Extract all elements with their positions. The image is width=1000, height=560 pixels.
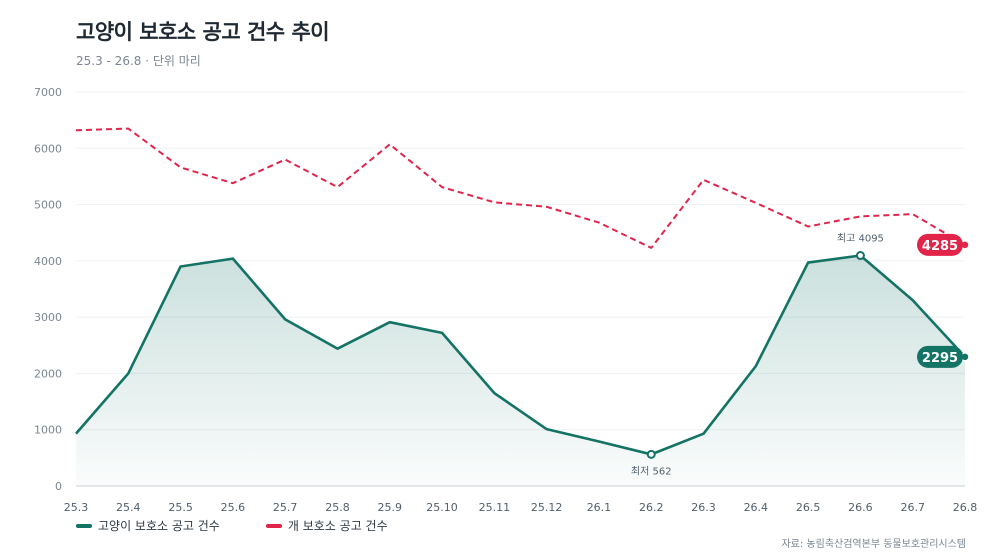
x-tick-label: 25.6 <box>221 501 246 514</box>
label-layer: 최고 4095 최저 562 4285 2295 <box>631 233 970 477</box>
chart-title: 고양이 보호소 공고 건수 추이 <box>76 20 330 44</box>
max-point-marker <box>855 251 865 261</box>
x-tick-label: 25.3 <box>64 501 89 514</box>
y-tick-label: 7000 <box>34 86 62 99</box>
y-tick-label: 5000 <box>34 199 62 212</box>
x-tick-label: 25.10 <box>426 501 458 514</box>
x-tick-label: 25.9 <box>378 501 403 514</box>
series-layer <box>75 127 966 486</box>
chart-subtitle: 25.3 - 26.8 · 단위 마리 <box>76 54 201 68</box>
x-tick-label: 26.2 <box>639 501 664 514</box>
legend-swatch-dog <box>265 523 282 528</box>
x-tick-label: 26.4 <box>744 501 769 514</box>
min-point-marker <box>646 449 656 459</box>
legend-label-cat: 고양이 보호소 공고 건수 <box>98 519 220 533</box>
x-tick-label: 25.5 <box>168 501 193 514</box>
x-tick-label: 26.5 <box>796 501 821 514</box>
x-tick-label: 26.8 <box>953 501 978 514</box>
legend-swatch-cat <box>76 523 92 528</box>
end-value-pill <box>917 345 963 368</box>
source-note: 자료: 농림축산검역본부 동물보호관리시스템 <box>781 539 966 550</box>
end-value-label: 2295 <box>922 351 958 366</box>
min-point-label: 최저 562 <box>631 465 672 477</box>
dog-series-line <box>75 127 966 249</box>
max-point-label: 최고 4095 <box>837 233 884 245</box>
legend-label-dog: 개 보호소 공고 건수 <box>287 519 388 533</box>
end-value-label: 4285 <box>922 239 958 254</box>
cat-series-line <box>75 254 966 456</box>
end-value-pill <box>917 233 963 256</box>
y-tick-label: 0 <box>55 480 62 493</box>
y-tick-label: 3000 <box>34 311 62 324</box>
x-tick-label: 25.12 <box>531 501 563 514</box>
y-tick-label: 1000 <box>34 424 62 437</box>
y-tick-label: 4000 <box>34 255 62 268</box>
legend-item-cat: 고양이 보호소 공고 건수 <box>76 517 220 534</box>
x-tick-label: 25.4 <box>116 501 141 514</box>
legend: 고양이 보호소 공고 건수 개 보호소 공고 건수 <box>76 517 434 534</box>
legend-item-dog: 개 보호소 공고 건수 <box>265 517 388 534</box>
y-tick-label: 2000 <box>34 367 62 380</box>
y-tick-label: 6000 <box>34 142 62 155</box>
x-tick-label: 26.1 <box>587 501 612 514</box>
x-tick-label: 26.7 <box>900 501 925 514</box>
x-tick-label: 25.11 <box>479 501 511 514</box>
x-tick-label: 26.3 <box>691 501 716 514</box>
x-tick-label: 26.6 <box>848 501 873 514</box>
cat-series-area <box>76 255 965 486</box>
x-tick-label: 25.8 <box>325 501 350 514</box>
x-tick-label: 25.7 <box>273 501 298 514</box>
